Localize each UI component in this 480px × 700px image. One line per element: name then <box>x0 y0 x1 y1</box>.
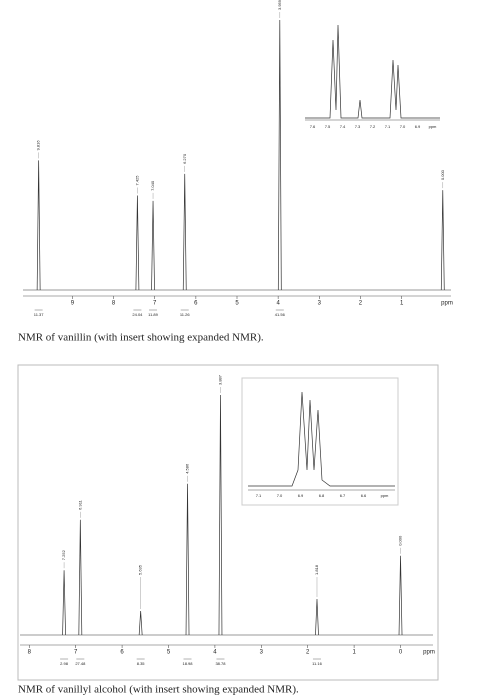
inset-tick-label: 6.9 <box>415 124 421 129</box>
peak <box>185 483 190 636</box>
inset-tick-label: 6.7 <box>340 493 346 498</box>
inset-tick-label: 7.3 <box>355 124 361 129</box>
integral-label: 11.26 <box>180 312 190 317</box>
x-tick-label: 4 <box>213 650 217 656</box>
integral-label: 8.35 <box>137 661 146 666</box>
integral-label: 11.16 <box>312 661 322 666</box>
peak <box>135 195 140 291</box>
x-tick-label: 9 <box>71 301 75 307</box>
integral-label: 11.89 <box>148 312 158 317</box>
x-tick-label: 3 <box>260 650 264 656</box>
x-axis-label: ppm <box>423 650 435 656</box>
integral-label: 27.48 <box>75 661 86 666</box>
peak-label: 0.000 <box>440 169 445 180</box>
peak <box>138 610 143 636</box>
x-tick-label: 5 <box>167 650 171 656</box>
inset-tick-label: ppm <box>381 493 389 498</box>
inset-tick-label: 6.6 <box>361 493 367 498</box>
inset-spectrum <box>248 391 395 487</box>
x-tick-label: 1 <box>352 650 356 656</box>
peak <box>182 173 187 291</box>
integral-label: 18.98 <box>183 661 194 666</box>
peak-label: 7.040 <box>150 180 155 191</box>
inset-tick-label: 6.9 <box>298 493 304 498</box>
peak-label: 0.000 <box>398 535 403 546</box>
inset-tick-label: 7.6 <box>310 124 316 129</box>
peak <box>78 519 83 636</box>
inset-tick-label: 7.1 <box>385 124 391 129</box>
inset-1 <box>305 24 440 121</box>
peak <box>440 190 445 291</box>
x-tick-label: 4 <box>276 301 280 307</box>
x-tick-label: 8 <box>28 650 32 656</box>
x-tick-label: 6 <box>120 650 124 656</box>
inset-tick-label: 7.0 <box>277 493 283 498</box>
peak <box>277 19 282 291</box>
inset-tick-label: 6.8 <box>319 493 325 498</box>
peak-label: 7.425 <box>134 175 139 186</box>
inset-2 <box>241 377 399 506</box>
peak-label: 3.959 <box>277 0 282 10</box>
peak <box>36 160 41 291</box>
x-tick-label: 3 <box>318 301 322 307</box>
peak <box>218 394 223 636</box>
inset-spectrum <box>305 24 440 119</box>
peak-label: 5.635 <box>138 564 143 575</box>
integral-label: 11.37 <box>34 312 44 317</box>
inset-tick-label: 7.0 <box>400 124 406 129</box>
peak-label: 9.816 <box>36 140 41 151</box>
integral-label: 24.04 <box>132 312 143 317</box>
x-tick-label: 7 <box>74 650 78 656</box>
peak-label: 6.911 <box>77 499 82 509</box>
x-tick-label: 0 <box>399 650 403 656</box>
inset-tick-label: 7.2 <box>370 124 376 129</box>
figure-caption: NMR of vanillin (with insert showing exp… <box>18 332 264 344</box>
integral-label: 41.56 <box>275 312 286 317</box>
x-tick-label: 2 <box>359 301 363 307</box>
peak <box>315 598 319 636</box>
figure-caption: NMR of vanillyl alcohol (with insert sho… <box>18 684 299 696</box>
figure-frame <box>17 364 439 681</box>
integral-label: 2.98 <box>60 661 69 666</box>
peak-label: 1.818 <box>314 564 319 575</box>
inset-tick-label: 7.5 <box>325 124 331 129</box>
peak <box>398 555 403 636</box>
x-tick-label: 6 <box>194 301 198 307</box>
inset-tick-label: ppm <box>429 124 437 129</box>
peak-label: 3.887 <box>218 374 223 385</box>
inset-tick-label: 7.4 <box>340 124 346 129</box>
x-tick-label: 1 <box>400 301 404 307</box>
peak <box>62 570 66 636</box>
peak <box>151 200 155 291</box>
peak-label: 4.586 <box>185 463 190 474</box>
x-tick-label: 5 <box>235 301 239 307</box>
x-tick-label: 7 <box>153 301 157 307</box>
x-axis-label: ppm <box>441 301 453 307</box>
peak-label: 7.252 <box>61 549 66 560</box>
x-tick-label: 2 <box>306 650 310 656</box>
x-tick-label: 8 <box>112 301 116 307</box>
peak-label: 6.270 <box>182 153 187 164</box>
integral-label: 38.78 <box>215 661 226 666</box>
inset-tick-label: 7.1 <box>256 493 262 498</box>
